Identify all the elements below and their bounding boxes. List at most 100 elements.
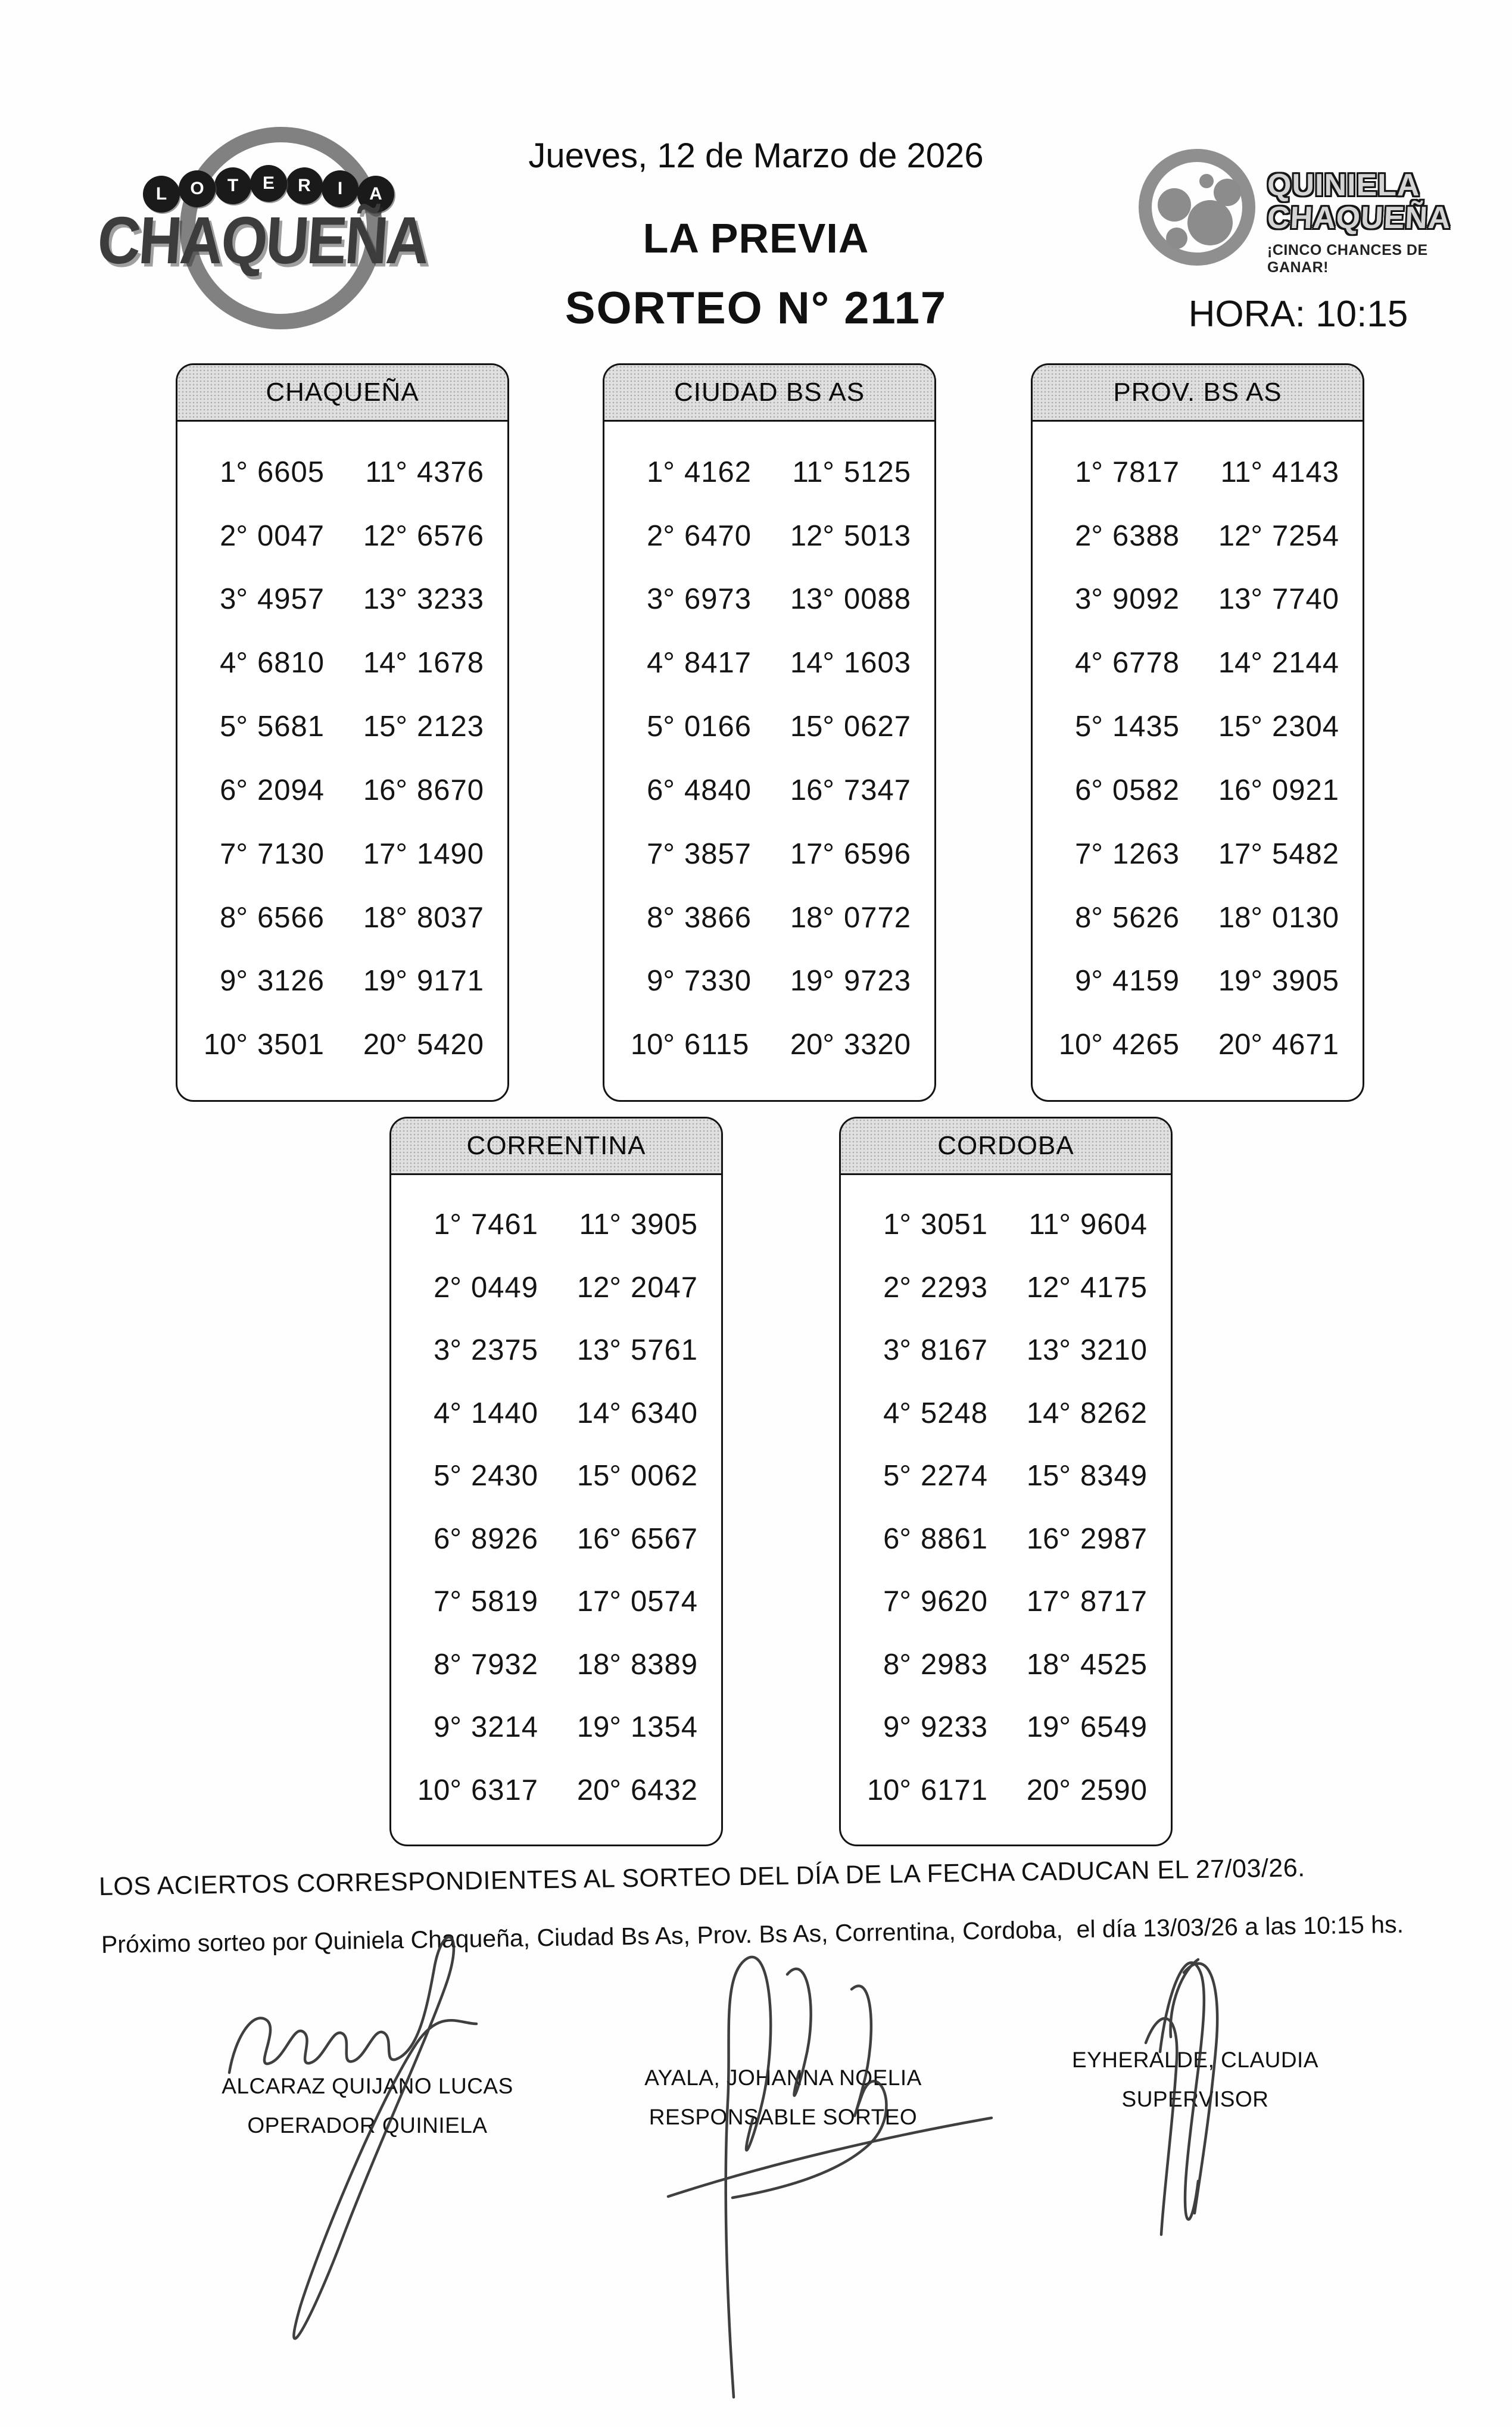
prize-rank: 14° xyxy=(576,1397,621,1429)
prize-rank: 20° xyxy=(363,1029,407,1061)
prize-number: 0062 xyxy=(631,1460,699,1493)
ball-dot-icon xyxy=(1166,228,1187,249)
prize-number: 2430 xyxy=(471,1460,539,1493)
prize-rank: 15° xyxy=(576,1460,621,1493)
prize-rank: 4° xyxy=(883,1397,911,1429)
prize-number: 0166 xyxy=(684,711,752,743)
prize-rank: 7° xyxy=(647,837,675,870)
table-row: 7° 3857 17° 6596 xyxy=(604,837,934,871)
table-row: 6° 8861 16° 2987 xyxy=(841,1522,1171,1556)
prize-number: 2293 xyxy=(921,1271,989,1304)
prize-number: 8349 xyxy=(1080,1460,1148,1493)
prize-rank: 6° xyxy=(1075,774,1103,806)
prize-rank: 8° xyxy=(434,1648,462,1681)
table-row: 5° 2274 15° 8349 xyxy=(841,1459,1171,1493)
prize-rank: 8° xyxy=(1075,901,1103,934)
prize-rank: 7° xyxy=(434,1585,462,1618)
prize-rank: 11° xyxy=(579,1208,621,1241)
prize-number: 4162 xyxy=(684,456,752,488)
prize-number: 2094 xyxy=(257,774,325,806)
table-row: 9° 3214 19° 1354 xyxy=(391,1711,721,1744)
prize-rank: 10° xyxy=(1058,1029,1103,1061)
table-row: 7° 1263 17° 5482 xyxy=(1033,837,1363,871)
prize-number: 1354 xyxy=(631,1711,699,1744)
prize-rank: 16° xyxy=(1218,774,1262,806)
prize-number: 5761 xyxy=(631,1334,699,1367)
prize-rank: 5° xyxy=(1075,711,1103,743)
prize-number: 6778 xyxy=(1112,647,1180,680)
table-row: 4° 1440 14° 6340 xyxy=(391,1397,721,1430)
prize-rank: 16° xyxy=(1026,1522,1071,1555)
table-header: CHAQUEÑA xyxy=(177,365,507,422)
prize-number: 4840 xyxy=(684,774,752,806)
prize-number: 2274 xyxy=(921,1460,989,1493)
prize-rank: 10° xyxy=(866,1774,911,1806)
prize-rank: 5° xyxy=(883,1460,911,1493)
prize-rank: 1° xyxy=(220,456,248,488)
table-body: 1° 7817 11° 4143 2° 6388 12° 7254 3° 9092 13° 7740 4… xyxy=(1033,422,1363,1100)
table-row: 5° 2430 15° 0062 xyxy=(391,1459,721,1493)
prize-rank: 16° xyxy=(363,774,407,806)
results-table: CORRENTINA 1° 7461 11° 3905 2° 0449 12° 2047 3° 2… xyxy=(389,1117,723,1846)
prize-rank: 10° xyxy=(417,1774,462,1806)
table-header: CORDOBA xyxy=(841,1119,1171,1175)
signer-role: SUPERVISOR xyxy=(1121,2087,1269,2111)
prize-number: 4671 xyxy=(1272,1029,1340,1061)
prize-number: 4175 xyxy=(1080,1271,1148,1304)
prize-rank: 19° xyxy=(1026,1711,1071,1744)
prize-rank: 2° xyxy=(220,519,248,552)
results-table: CORDOBA 1° 3051 11° 9604 2° 2293 12° 4175 3° 8167… xyxy=(839,1117,1173,1846)
prize-rank: 10° xyxy=(203,1029,248,1061)
prize-rank: 20° xyxy=(576,1774,621,1806)
table-body: 1° 4162 11° 5125 2° 6470 12° 5013 3° 6973 13° 0088 4… xyxy=(604,422,934,1100)
prize-rank: 19° xyxy=(790,965,834,998)
prize-rank: 1° xyxy=(883,1208,911,1241)
results-table: CHAQUEÑA 1° 6605 11° 4376 2° 0047 12° 6576 3° 495… xyxy=(176,363,509,1102)
prize-number: 0047 xyxy=(257,519,325,552)
table-row: 8° 5626 18° 0130 xyxy=(1033,901,1363,934)
table-row: 2° 0047 12° 6576 xyxy=(177,519,507,553)
prize-number: 3210 xyxy=(1080,1334,1148,1367)
prize-rank: 12° xyxy=(1218,519,1262,552)
prize-rank: 17° xyxy=(363,837,407,870)
table-row: 6° 8926 16° 6567 xyxy=(391,1522,721,1556)
table-row: 2° 6470 12° 5013 xyxy=(604,519,934,553)
signature-block-supervisor: EYHERALDE, CLAUDIA SUPERVISOR xyxy=(1034,2048,1356,2112)
prize-number: 0574 xyxy=(631,1585,699,1618)
prize-number: 6171 xyxy=(921,1774,989,1806)
prize-rank: 5° xyxy=(220,711,248,743)
table-row: 3° 2375 13° 5761 xyxy=(391,1334,721,1367)
prize-rank: 16° xyxy=(576,1522,621,1555)
prize-number: 5125 xyxy=(844,456,912,488)
prize-number: 3320 xyxy=(844,1029,912,1061)
prize-number: 9092 xyxy=(1112,583,1180,616)
prize-number: 1440 xyxy=(471,1397,539,1429)
prize-number: 8670 xyxy=(417,774,485,806)
prize-number: 8037 xyxy=(417,901,485,934)
prize-rank: 9° xyxy=(434,1711,462,1744)
table-row: 2° 6388 12° 7254 xyxy=(1033,519,1363,553)
prize-rank: 11° xyxy=(792,456,834,488)
quiniela-wordmark-line1: QUINIELA xyxy=(1267,168,1420,202)
prize-number: 5248 xyxy=(921,1397,989,1429)
prize-rank: 19° xyxy=(363,965,407,998)
table-body: 1° 7461 11° 3905 2° 0449 12° 2047 3° 2375 13° 5761 4… xyxy=(391,1175,721,1845)
prize-number: 7461 xyxy=(471,1208,539,1241)
table-row: 4° 5248 14° 8262 xyxy=(841,1397,1171,1430)
prize-rank: 14° xyxy=(1218,647,1262,680)
letter-circle-icon: T xyxy=(214,167,251,204)
ball-dot-icon xyxy=(1158,188,1191,222)
prize-rank: 3° xyxy=(1075,583,1103,616)
table-row: 8° 7932 18° 8389 xyxy=(391,1648,721,1681)
prize-rank: 3° xyxy=(434,1334,462,1367)
prize-rank: 16° xyxy=(790,774,834,806)
letter-circle-icon: I xyxy=(322,170,358,207)
table-title: CORDOBA xyxy=(937,1131,1074,1160)
letter-circle-icon: E xyxy=(250,165,287,202)
prize-number: 6549 xyxy=(1080,1711,1148,1744)
table-row: 9° 4159 19° 3905 xyxy=(1033,964,1363,998)
table-body: 1° 3051 11° 9604 2° 2293 12° 4175 3° 8167 13° 3210 4… xyxy=(841,1175,1171,1845)
prize-rank: 9° xyxy=(647,965,675,998)
prize-number: 1603 xyxy=(844,647,912,680)
prize-rank: 13° xyxy=(576,1334,621,1367)
